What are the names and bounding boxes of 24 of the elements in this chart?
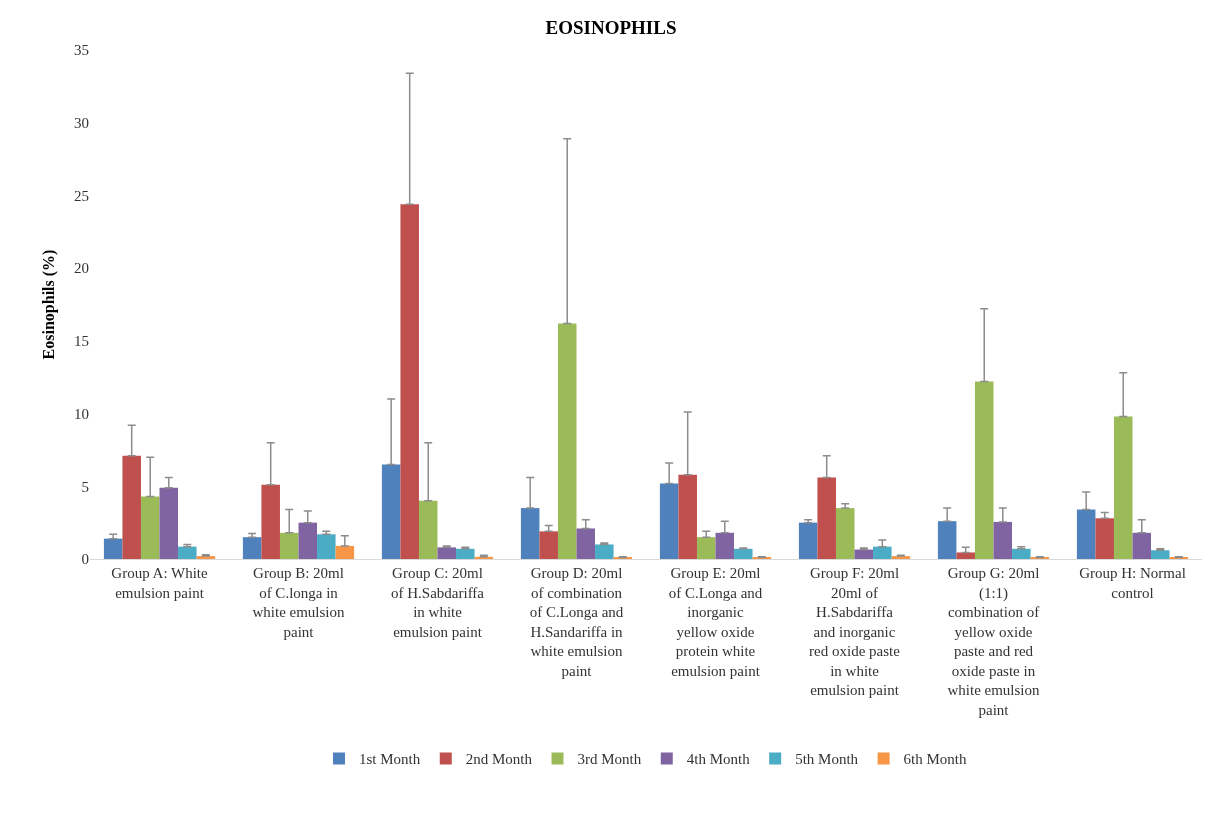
y-tick-label: 15 bbox=[74, 333, 89, 350]
y-tick-label: 25 bbox=[74, 187, 89, 204]
legend-label: 1st Month bbox=[359, 751, 421, 768]
x-tick-label: Group A: White emulsion paint bbox=[111, 565, 209, 601]
x-tick-label: Group G: 20ml (1:1) combination of yellow oxide paste and red oxide paste in white emulsion paint bbox=[947, 565, 1041, 718]
x-tick-label: Group D: 20ml of combination of C.Longa and H.Sandariffa in white emulsion paint bbox=[529, 565, 624, 679]
legend-label: 6th Month bbox=[903, 751, 968, 768]
legend-label: 3rd Month bbox=[577, 751, 642, 768]
x-tick-label: Group C: 20ml of H.Sabdariffa in white emulsion paint bbox=[390, 565, 485, 640]
x-tick-label: Group F: 20ml 20ml of H.Sabdariffa and inorganic red oxide paste in white emulsion paint bbox=[809, 565, 901, 698]
x-tick-label: Group H: Normal control bbox=[1079, 565, 1186, 601]
chart-title: EOSINOPHILS bbox=[545, 17, 677, 39]
x-tick-label: Group B: 20ml of C.longa in white emulsion paint bbox=[252, 565, 346, 640]
y-tick-label: 35 bbox=[74, 42, 89, 59]
y-axis-title: Eosinophils (%) bbox=[39, 249, 58, 360]
y-tick-label: 5 bbox=[81, 478, 89, 495]
y-tick-label: 20 bbox=[74, 260, 89, 277]
legend-label: 4th Month bbox=[686, 751, 751, 768]
y-tick-label: 30 bbox=[74, 114, 89, 131]
x-tick-label: Group E: 20ml of C.Longa and inorganic yellow oxide protein white emulsion paint bbox=[668, 565, 763, 679]
y-tick-label: 10 bbox=[74, 405, 89, 422]
legend-label: 2nd Month bbox=[465, 751, 533, 768]
y-tick-label: 0 bbox=[81, 551, 89, 568]
legend-label: 5th Month bbox=[795, 751, 859, 768]
